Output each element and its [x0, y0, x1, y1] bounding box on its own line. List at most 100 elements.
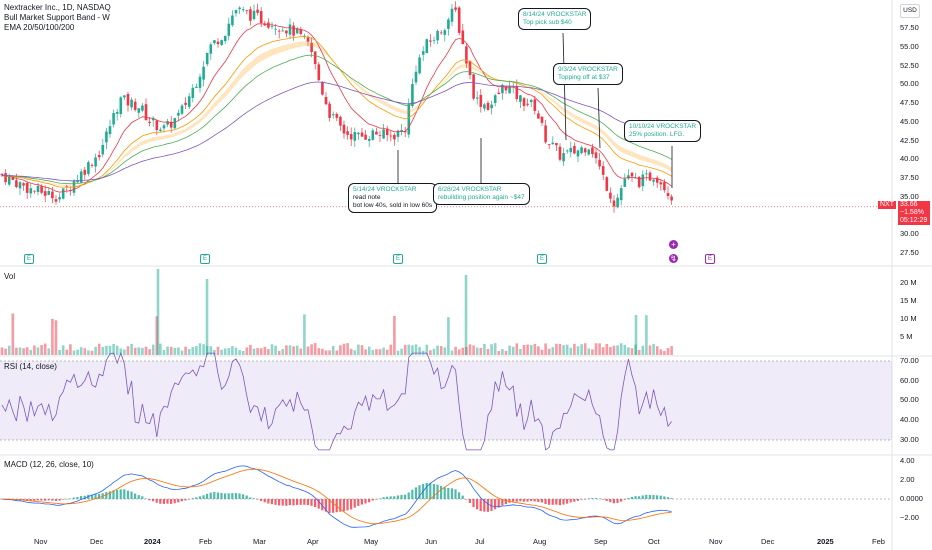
- earnings-marker[interactable]: E: [537, 254, 547, 264]
- volume-bar: [137, 347, 141, 355]
- candle: [591, 147, 594, 155]
- macd-histogram-bar: [72, 497, 75, 499]
- dividend-icon[interactable]: ↯: [669, 254, 678, 263]
- candle: [382, 129, 385, 139]
- earnings-marker[interactable]: E: [200, 254, 210, 264]
- note-6-28-24[interactable]: 6/28/24 VROCKSTAR rebuilding position ag…: [433, 183, 530, 205]
- note-5-14-24[interactable]: 5/14/24 VROCKSTAR read note bot low 40s,…: [348, 183, 438, 213]
- volume-bar: [263, 346, 267, 355]
- macd-histogram-bar: [245, 495, 248, 499]
- volume-bar: [18, 347, 22, 355]
- macd-histogram-bar: [436, 484, 439, 499]
- candle: [220, 40, 223, 45]
- macd-histogram-bar: [440, 485, 443, 499]
- volume-bar: [339, 345, 342, 355]
- add-event-icon[interactable]: +: [669, 240, 678, 249]
- macd-histogram-bar: [234, 493, 237, 499]
- macd-histogram-bar: [76, 497, 79, 499]
- volume-bar: [191, 347, 195, 355]
- macd-histogram-bar: [594, 498, 597, 499]
- volume-bar: [479, 347, 483, 355]
- volume-bar: [306, 346, 310, 355]
- macd-histogram-bar: [407, 492, 410, 499]
- price-tick: 52.50: [900, 60, 919, 70]
- macd-histogram-bar: [90, 494, 93, 499]
- note-body: 25% position. LFG.: [629, 131, 685, 138]
- volume-bar: [220, 349, 223, 355]
- macd-histogram-bar: [479, 499, 482, 512]
- candle: [270, 26, 274, 28]
- volume-bar: [169, 346, 173, 355]
- candle: [238, 7, 241, 9]
- macd-histogram-bar: [382, 497, 385, 499]
- candle: [659, 182, 663, 185]
- candle: [429, 40, 432, 42]
- time-tick: Jun: [425, 537, 438, 546]
- volume-bar: [123, 349, 126, 355]
- macd-histogram-bar: [98, 493, 101, 499]
- volume-bar: [605, 343, 609, 355]
- earnings-marker-upcoming[interactable]: E: [705, 254, 715, 264]
- note-8-14-24[interactable]: 8/14/24 VROCKSTAR Top pick sub $40: [518, 8, 592, 30]
- volume-bar: [101, 347, 105, 355]
- macd-histogram-bar: [119, 489, 122, 499]
- macd-histogram-bar: [627, 498, 630, 499]
- volume-bar: [198, 343, 202, 355]
- macd-histogram-bar: [278, 499, 281, 506]
- volume-bar: [148, 349, 151, 355]
- macd-histogram-bar: [281, 499, 284, 506]
- macd-histogram-bar: [162, 499, 165, 504]
- macd-histogram-bar: [274, 499, 277, 505]
- macd-histogram-bar: [659, 495, 662, 499]
- currency-button[interactable]: USD: [900, 4, 920, 18]
- macd-histogram-bar: [641, 495, 644, 499]
- indicator-ema-label[interactable]: EMA 20/50/100/200: [4, 23, 75, 32]
- candle: [468, 60, 472, 76]
- macd-histogram-bar: [47, 499, 50, 501]
- volume-bar: [7, 345, 11, 355]
- earnings-marker[interactable]: E: [393, 254, 403, 264]
- indicator-bmsb-label[interactable]: Bull Market Support Band - W: [4, 13, 110, 22]
- candle: [353, 132, 357, 141]
- macd-histogram-bar: [548, 499, 551, 505]
- volume-bar: [72, 350, 76, 355]
- volume-bar: [429, 350, 432, 355]
- volume-bar: [547, 348, 551, 355]
- candle: [371, 130, 375, 140]
- macd-histogram-bar: [83, 495, 86, 499]
- volume-bar: [256, 347, 259, 355]
- rsi-label[interactable]: RSI (14, close): [4, 362, 57, 371]
- macd-histogram-bar: [465, 499, 468, 500]
- time-tick: Nov: [709, 537, 723, 546]
- macd-histogram-bar: [396, 495, 399, 499]
- candle: [123, 95, 126, 98]
- symbol-title[interactable]: Nextracker Inc., 1D, NASDAQ: [4, 3, 111, 12]
- volume-label[interactable]: Vol: [4, 272, 16, 281]
- volume-bar: [501, 349, 504, 355]
- macd-histogram-bar: [526, 499, 529, 502]
- note-10-10-24[interactable]: 10/10/24 VROCKSTAR 25% position. LFG.: [624, 120, 702, 142]
- macd-histogram-bar: [587, 498, 590, 500]
- macd-histogram-bar: [432, 484, 435, 499]
- volume-bar: [15, 347, 18, 355]
- volume-bar: [569, 347, 573, 355]
- macd-histogram-bar: [634, 496, 637, 499]
- macd-histogram-bar: [191, 498, 194, 499]
- volume-bar: [43, 343, 47, 355]
- note-head: 10/10/24 VROCKSTAR: [629, 123, 697, 130]
- volume-tick: 5 M: [900, 332, 913, 341]
- earnings-marker[interactable]: E: [24, 254, 34, 264]
- candle: [544, 125, 547, 143]
- candle: [411, 84, 414, 107]
- note-9-3-24[interactable]: 9/3/24 VROCKSTAR Topping off at $37: [553, 63, 623, 85]
- macd-histogram-bar: [202, 495, 205, 499]
- volume-bar: [249, 344, 252, 355]
- volume-bar: [227, 348, 231, 355]
- macd-histogram-bar: [317, 499, 320, 509]
- volume-bar: [609, 347, 612, 355]
- macd-histogram-bar: [130, 491, 133, 499]
- volume-bar: [663, 350, 666, 355]
- candle: [375, 131, 378, 135]
- macd-label[interactable]: MACD (12, 26, close, 10): [4, 460, 94, 469]
